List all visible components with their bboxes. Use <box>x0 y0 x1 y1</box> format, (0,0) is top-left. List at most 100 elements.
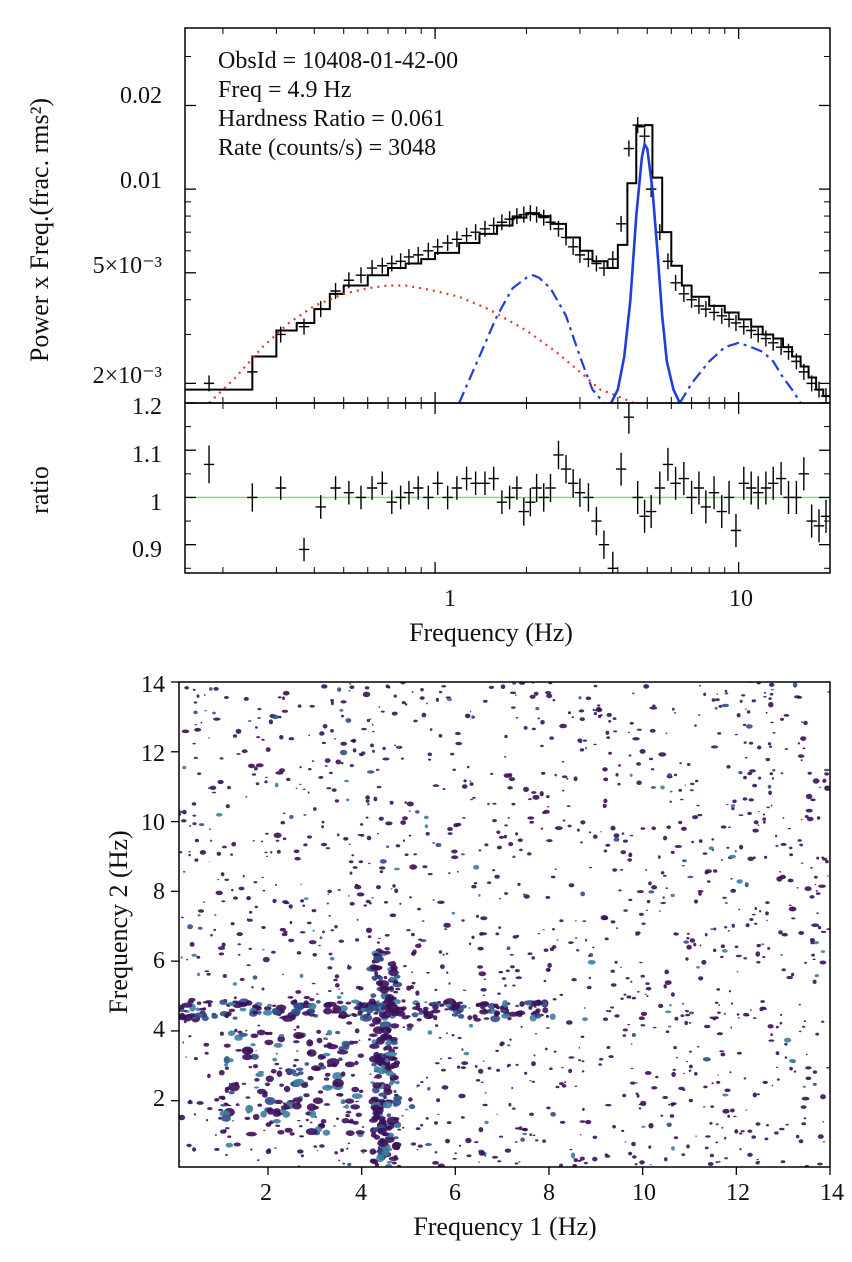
bis-point <box>698 839 703 843</box>
bis-point <box>648 1145 652 1149</box>
bis-point <box>401 1015 410 1020</box>
bis-point <box>698 891 702 896</box>
bis-point <box>329 956 335 961</box>
bis-point <box>367 770 375 774</box>
bis-point <box>532 794 540 800</box>
bis-point <box>559 1163 563 1167</box>
bis-point <box>293 1040 300 1044</box>
bis-point <box>751 699 756 703</box>
bis-point <box>274 884 277 886</box>
bis-point <box>532 1134 536 1137</box>
data-cross <box>413 246 424 263</box>
bis-point <box>244 1116 251 1120</box>
bis-point <box>293 999 298 1004</box>
bis-point <box>238 1032 248 1037</box>
bis-point <box>531 1061 536 1067</box>
bis-point <box>559 1120 566 1124</box>
bis-point <box>347 1120 355 1124</box>
bis-point <box>277 1035 286 1043</box>
bis-point <box>630 1043 633 1045</box>
bis-point <box>219 1110 231 1117</box>
bis-point <box>448 872 451 875</box>
bis-point <box>325 847 331 850</box>
bis-point <box>628 852 633 858</box>
bis-point <box>204 1051 209 1055</box>
bis-point <box>802 1085 806 1088</box>
bis-point <box>363 904 368 907</box>
bis-point <box>340 741 348 746</box>
ratio-cross <box>598 530 610 559</box>
bis-point <box>657 855 661 859</box>
bis-point <box>279 927 286 932</box>
bis-point <box>644 993 647 995</box>
bis-point <box>606 712 612 717</box>
bis-point <box>675 1056 679 1059</box>
bis-point <box>502 1000 509 1008</box>
bis-point <box>724 1136 727 1140</box>
bis-point <box>361 1151 365 1154</box>
bis-point <box>659 910 661 912</box>
bis-point <box>447 827 453 831</box>
bis-point <box>508 1102 512 1107</box>
bis-point <box>827 691 830 693</box>
bis-point <box>490 772 494 775</box>
bis-point <box>355 1130 365 1135</box>
bis-point <box>351 1013 356 1016</box>
bis-point <box>721 703 730 708</box>
bis-point <box>425 1117 429 1120</box>
data-cross <box>531 206 542 223</box>
bis-point <box>370 743 374 748</box>
bis-point <box>734 733 738 736</box>
bis-point <box>730 888 737 893</box>
bis-point <box>718 1004 720 1006</box>
bis-point <box>649 757 654 761</box>
bis-point <box>584 746 588 750</box>
bis-point <box>387 685 391 689</box>
bis-point <box>302 1011 311 1016</box>
bis-point <box>722 1108 730 1114</box>
bis-point <box>181 729 190 734</box>
bis-point <box>779 1127 785 1131</box>
ratio-cross <box>298 537 310 562</box>
bis-point <box>766 1124 769 1127</box>
bis-point <box>791 917 796 920</box>
bis-point <box>543 948 549 952</box>
bis-point <box>408 1097 413 1102</box>
ratio-cross <box>753 476 764 510</box>
bis-point <box>507 1011 519 1017</box>
bis-point <box>822 1141 826 1143</box>
bis-point <box>326 787 332 790</box>
bis-point <box>721 949 728 953</box>
bis-point <box>275 839 280 842</box>
bis-point <box>261 987 265 991</box>
bis-point <box>672 1068 676 1071</box>
bis-point <box>408 810 411 813</box>
bis-point <box>456 870 459 873</box>
bis-point <box>335 1030 341 1035</box>
bis-point <box>546 1106 551 1110</box>
bis-point <box>523 726 528 730</box>
bis-point <box>779 874 787 880</box>
bis-point <box>239 1007 247 1012</box>
bis-point <box>688 1069 692 1072</box>
bis-point <box>196 1101 204 1105</box>
bis-point <box>376 785 382 789</box>
bis-point <box>768 790 772 796</box>
bis-point <box>496 845 502 850</box>
bis-ytick-label-12: 12 <box>141 741 165 767</box>
bis-point <box>227 1030 236 1036</box>
bis-point <box>416 1086 419 1088</box>
bis-point <box>673 1136 679 1140</box>
bis-point <box>280 821 286 825</box>
bis-point <box>665 887 668 890</box>
bis-point <box>507 786 513 790</box>
bis-point <box>286 777 291 782</box>
bis-point <box>625 977 630 980</box>
bis-point <box>219 999 228 1005</box>
bis-point <box>602 1017 609 1021</box>
bis-point <box>810 798 816 802</box>
bis-point <box>242 1054 253 1061</box>
bis-point <box>323 1037 328 1040</box>
bis-point <box>308 768 312 771</box>
